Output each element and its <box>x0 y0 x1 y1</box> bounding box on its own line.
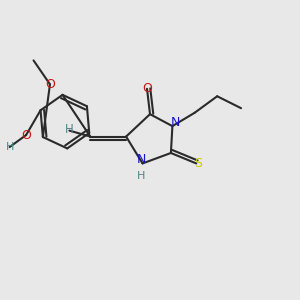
Text: N: N <box>171 116 180 129</box>
Text: H: H <box>5 142 14 152</box>
Text: H: H <box>137 171 145 181</box>
Text: N: N <box>136 153 146 167</box>
Text: O: O <box>142 82 152 95</box>
Text: H: H <box>65 123 74 136</box>
Text: O: O <box>45 78 55 91</box>
Text: S: S <box>194 157 202 170</box>
Text: O: O <box>21 129 31 142</box>
